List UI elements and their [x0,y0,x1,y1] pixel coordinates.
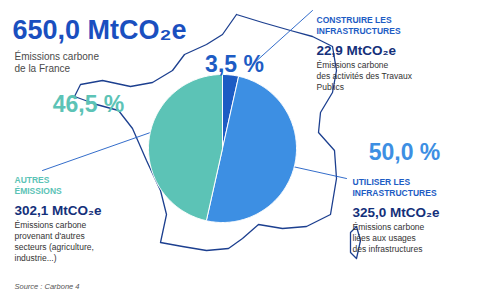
svg-text:UTILISER LES: UTILISER LES [353,177,411,187]
svg-text:secteurs (agriculture,: secteurs (agriculture, [15,242,94,252]
svg-text:ÉMISSIONS: ÉMISSIONS [15,186,63,196]
svg-text:50,0 %: 50,0 % [369,139,441,165]
svg-text:liées aux usages: liées aux usages [353,233,416,243]
svg-text:Publics: Publics [317,82,344,92]
svg-text:3,5 %: 3,5 % [205,51,264,77]
svg-text:325,0 MtCO₂e: 325,0 MtCO₂e [353,205,441,220]
svg-text:Émissions carbone: Émissions carbone [317,60,389,70]
svg-text:INFRASTRUCTURES: INFRASTRUCTURES [317,26,401,36]
svg-text:Émissions carbone: Émissions carbone [15,50,100,62]
svg-text:46,5 %: 46,5 % [53,91,125,117]
svg-text:302,1 MtCO₂e: 302,1 MtCO₂e [15,203,103,218]
svg-text:de la France: de la France [15,63,71,74]
svg-text:industrie...): industrie...) [15,253,57,263]
svg-text:Émissions carbone: Émissions carbone [353,222,425,232]
svg-text:CONSTRUIRE LES: CONSTRUIRE LES [317,15,392,25]
svg-text:provenant d'autres: provenant d'autres [15,231,85,241]
svg-text:des activités des Travaux: des activités des Travaux [317,71,413,81]
svg-text:Émissions carbone: Émissions carbone [15,220,87,230]
svg-text:AUTRES: AUTRES [15,175,50,185]
svg-text:Source : Carbone 4: Source : Carbone 4 [15,282,80,291]
svg-text:INFRASTRUCTURES: INFRASTRUCTURES [353,188,437,198]
svg-text:22,9 MtCO₂e: 22,9 MtCO₂e [317,43,397,58]
svg-text:650,0 MtCO₂e: 650,0 MtCO₂e [13,15,187,45]
svg-text:des infrastructures: des infrastructures [353,244,423,254]
